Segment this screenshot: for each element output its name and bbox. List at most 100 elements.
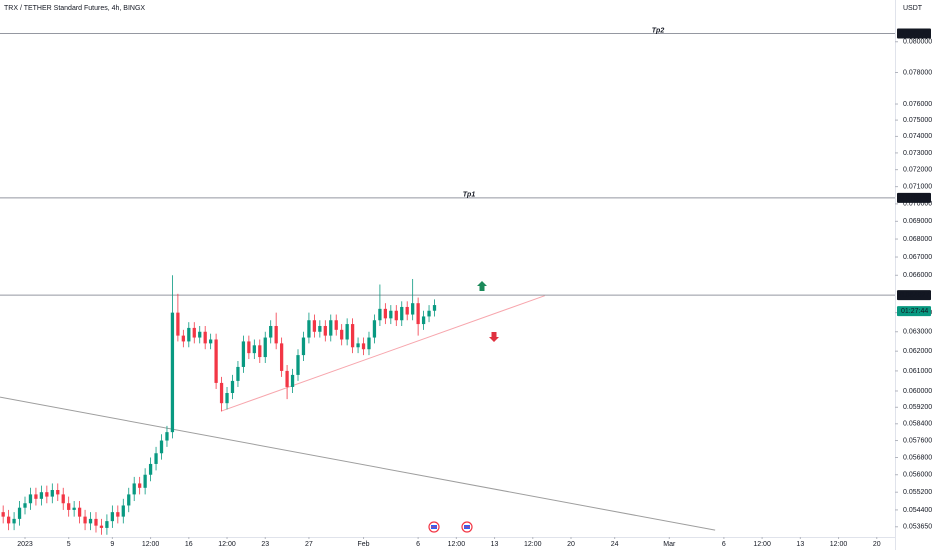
axes: 0.080000 0.078000 0.076000 0.075000 0.074000…	[17, 28, 932, 548]
trend-line	[220, 295, 545, 412]
y-tick-label: 0.056800	[903, 454, 932, 461]
x-tick-label: 12:00	[753, 541, 771, 548]
candle-body	[350, 324, 355, 348]
y-tick-label: 0.063000	[903, 329, 932, 336]
candle-body	[334, 320, 338, 330]
candle-body	[39, 492, 44, 499]
y-tick-label: 0.078000	[903, 69, 932, 76]
y-tick-label: 0.062000	[903, 348, 932, 355]
x-tick-label: 9	[110, 541, 114, 548]
y-tick-label: 0.073000	[903, 150, 932, 157]
candle-body	[367, 337, 371, 350]
currency-label: USDT	[903, 5, 923, 12]
candle-body	[143, 474, 147, 488]
drawings: Tp2 Tp1	[0, 27, 895, 531]
candles	[1, 275, 437, 535]
price-tag-label: 0.070348	[900, 195, 929, 202]
candle-body	[252, 345, 256, 354]
candle-body	[138, 483, 142, 488]
y-tick-label: 0.054400	[903, 507, 932, 514]
candle-body	[290, 374, 295, 387]
candle-body	[263, 337, 267, 358]
y-tick-label: 0.069000	[903, 218, 932, 225]
candle-body	[61, 494, 65, 504]
candle-body	[383, 308, 388, 319]
x-tick-label: 6	[416, 541, 420, 548]
y-tick-label: 0.067000	[903, 254, 932, 261]
x-tick-label: 23	[261, 541, 269, 548]
candle-body	[88, 518, 93, 524]
candle-body	[225, 393, 229, 404]
candle-body	[421, 316, 426, 325]
level-note: Tp2	[652, 27, 665, 34]
candle-body	[241, 341, 246, 367]
candle-body	[72, 507, 76, 510]
trend-line	[0, 396, 716, 531]
price-tag-label: 0.080543	[900, 30, 929, 37]
candle-body	[50, 490, 54, 497]
candle-body	[296, 355, 300, 375]
x-tick-label: 13	[491, 541, 499, 548]
y-tick-label: 0.059200	[903, 404, 932, 411]
y-tick-label: 0.072000	[903, 167, 932, 174]
candle-body	[214, 339, 218, 383]
candle-body	[116, 512, 120, 517]
candle-body	[361, 343, 366, 350]
x-tick-label: 12:00	[448, 541, 466, 548]
candle-body	[121, 505, 125, 517]
x-tick-label: 12:00	[524, 541, 542, 548]
candle-body	[209, 339, 213, 344]
candle-body	[269, 325, 273, 338]
price-tag-label: 0.064927	[900, 292, 929, 299]
y-tick-label: 0.070000	[903, 201, 932, 208]
candle-body	[219, 382, 224, 404]
candle-body	[127, 494, 131, 506]
y-tick-label: 0.057600	[903, 437, 932, 444]
candle-body	[389, 310, 393, 319]
up-arrow	[477, 281, 487, 291]
candle-body	[17, 507, 22, 519]
candle-body	[345, 324, 349, 340]
candle-body	[56, 490, 60, 495]
candle-body	[274, 325, 278, 344]
candle-body	[132, 483, 136, 495]
candle-body	[432, 305, 437, 311]
candle-body	[318, 325, 322, 332]
candle-body	[236, 366, 240, 381]
x-tick-label: Mar	[663, 541, 676, 548]
y-tick-label: 0.076000	[903, 101, 932, 108]
candle-body	[411, 303, 415, 315]
y-tick-label: 0.071000	[903, 183, 932, 190]
candle-body	[356, 343, 360, 348]
x-tick-label: 12:00	[830, 541, 848, 548]
down-arrow	[489, 332, 499, 342]
candle-body	[159, 440, 164, 454]
x-tick-label: 13	[796, 541, 804, 548]
candle-body	[23, 503, 27, 508]
candle-body	[329, 320, 333, 336]
candle-body	[230, 380, 235, 394]
candle-body	[285, 370, 289, 387]
candle-body	[340, 329, 344, 340]
y-tick-label: 0.053650	[903, 524, 932, 531]
candle-body	[154, 453, 158, 464]
candle-body	[427, 310, 431, 317]
price-tag	[897, 192, 931, 203]
candle-body	[176, 312, 180, 336]
candle-body	[198, 331, 202, 338]
y-tick-label: 0.066000	[903, 272, 932, 279]
candle-body	[378, 308, 382, 321]
candle-body	[45, 492, 49, 497]
candle-body	[148, 463, 153, 475]
candle-body	[110, 512, 115, 522]
x-tick-label: 2023	[17, 541, 33, 548]
y-tick-label: 0.061000	[903, 368, 932, 375]
candle-body	[400, 306, 404, 321]
candle-body	[247, 341, 251, 354]
candle-body	[301, 337, 306, 356]
x-tick-label: 27	[305, 541, 313, 548]
y-tick-label: 0.058400	[903, 421, 932, 428]
candle-body	[6, 516, 11, 524]
last-price-timer: 01:27:44	[901, 308, 928, 315]
